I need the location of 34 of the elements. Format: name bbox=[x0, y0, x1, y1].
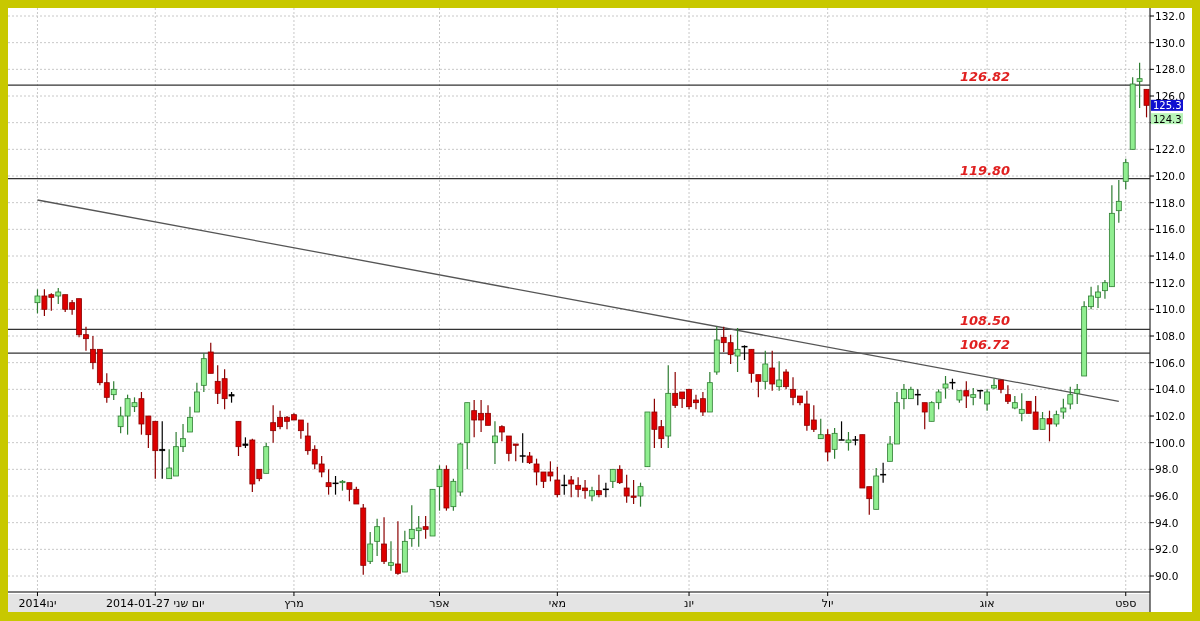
y-tick-label: 132.0 bbox=[1155, 10, 1186, 22]
y-tick-label: 126.0 bbox=[1155, 90, 1186, 102]
y-tick-label: 98.0 bbox=[1155, 463, 1179, 476]
y-tick-label: 122.0 bbox=[1155, 143, 1186, 156]
ref-line-label: 108.50 bbox=[960, 313, 1011, 329]
x-tick-label: מאי bbox=[548, 597, 566, 610]
y-tick-label: 130.0 bbox=[1155, 36, 1186, 49]
x-tick-label: 2014-01-27 יום שני bbox=[106, 597, 205, 610]
ref-line-label: 106.72 bbox=[960, 337, 1011, 353]
y-tick-label: 102.0 bbox=[1155, 410, 1186, 422]
x-tick-label: ספט bbox=[1115, 597, 1137, 610]
y-tick-label: 96.0 bbox=[1155, 490, 1179, 502]
y-tick-label: 114.0 bbox=[1155, 250, 1186, 262]
x-tick-label: אוג bbox=[979, 597, 995, 610]
y-tick-label: 128.0 bbox=[1155, 63, 1186, 76]
y-tick-label: 108.0 bbox=[1155, 330, 1186, 342]
y-tick-label: 112.0 bbox=[1155, 276, 1186, 289]
y-tick-label: 100.0 bbox=[1155, 436, 1186, 449]
y-tick-label: 120.0 bbox=[1155, 170, 1186, 182]
ref-line-label: 126.82 bbox=[960, 69, 1011, 85]
x-tick-label: מרץ bbox=[284, 597, 304, 610]
y-tick-label: 116.0 bbox=[1155, 223, 1186, 236]
y-tick-label: 94.0 bbox=[1155, 516, 1179, 529]
y-tick-label: 104.0 bbox=[1155, 383, 1186, 396]
y-tick-label: 92.0 bbox=[1155, 543, 1179, 556]
ref-line-label: 119.80 bbox=[960, 162, 1011, 178]
x-tick-label: אפר bbox=[429, 597, 450, 610]
y-tick-label: 118.0 bbox=[1155, 196, 1186, 209]
y-tick-label: 90.0 bbox=[1155, 570, 1179, 582]
y-tick-label: 110.0 bbox=[1155, 303, 1186, 316]
x-tick-label: 2014ינו bbox=[18, 597, 57, 610]
x-tick-label: יול bbox=[821, 597, 834, 610]
y-tick-label: 106.0 bbox=[1155, 356, 1186, 369]
x-tick-label: יונ bbox=[684, 597, 694, 610]
